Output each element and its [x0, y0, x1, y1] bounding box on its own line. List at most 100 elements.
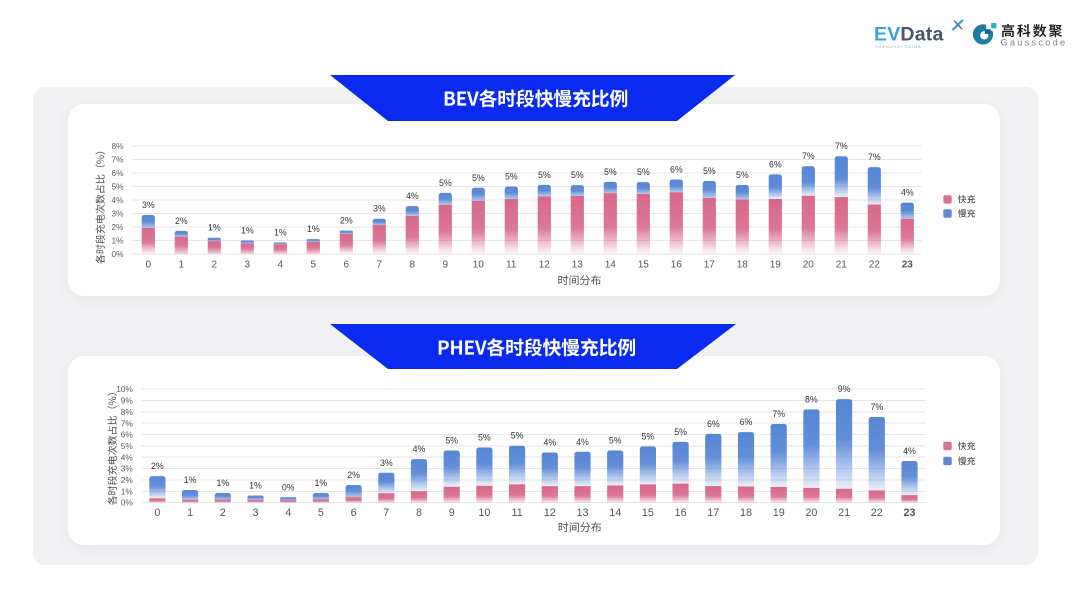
svg-text:10: 10 — [473, 259, 485, 270]
svg-text:SHANGHAI CHINA: SHANGHAI CHINA — [875, 44, 921, 49]
svg-text:20: 20 — [803, 259, 815, 270]
svg-text:1%: 1% — [216, 478, 229, 488]
svg-text:1%: 1% — [121, 486, 134, 496]
svg-text:23: 23 — [902, 259, 914, 270]
svg-text:1%: 1% — [112, 235, 125, 245]
svg-text:6%: 6% — [121, 430, 134, 440]
svg-text:11: 11 — [506, 259, 517, 270]
svg-text:5%: 5% — [609, 436, 622, 446]
svg-text:6%: 6% — [769, 159, 782, 169]
svg-text:7%: 7% — [121, 418, 134, 428]
svg-text:12: 12 — [544, 507, 556, 519]
svg-text:7: 7 — [377, 259, 383, 270]
svg-text:1%: 1% — [208, 223, 221, 233]
svg-text:4: 4 — [278, 259, 284, 270]
svg-text:5%: 5% — [472, 173, 485, 183]
svg-text:9%: 9% — [838, 384, 851, 394]
svg-text:4%: 4% — [576, 437, 589, 447]
svg-text:18: 18 — [740, 507, 752, 519]
svg-text:21: 21 — [838, 507, 850, 519]
svg-text:2%: 2% — [347, 470, 360, 480]
svg-text:3%: 3% — [112, 208, 125, 218]
svg-text:0%: 0% — [121, 498, 134, 508]
svg-text:1%: 1% — [315, 478, 328, 488]
svg-text:14: 14 — [605, 259, 617, 270]
svg-text:5%: 5% — [736, 170, 749, 180]
svg-text:5%: 5% — [674, 427, 687, 437]
svg-text:7%: 7% — [772, 409, 785, 419]
svg-text:7%: 7% — [112, 154, 125, 164]
svg-text:3: 3 — [245, 259, 251, 270]
svg-text:14: 14 — [609, 507, 621, 519]
svg-text:5%: 5% — [511, 431, 524, 441]
svg-text:4: 4 — [285, 507, 291, 519]
svg-text:11: 11 — [511, 507, 522, 519]
svg-text:5%: 5% — [571, 170, 584, 180]
svg-text:10%: 10% — [116, 384, 133, 394]
svg-text:16: 16 — [671, 259, 683, 270]
svg-text:4%: 4% — [121, 452, 134, 462]
svg-text:4%: 4% — [903, 446, 916, 456]
svg-text:10: 10 — [478, 507, 490, 519]
svg-text:19: 19 — [770, 259, 782, 270]
svg-text:4%: 4% — [406, 191, 419, 201]
svg-text:19: 19 — [773, 507, 785, 519]
svg-text:22: 22 — [869, 259, 881, 270]
svg-text:5%: 5% — [637, 167, 650, 177]
svg-text:0%: 0% — [112, 249, 125, 259]
svg-text:8%: 8% — [805, 394, 818, 404]
svg-text:2%: 2% — [121, 475, 134, 485]
svg-text:5%: 5% — [604, 167, 617, 177]
svg-text:7%: 7% — [835, 141, 848, 151]
svg-text:0: 0 — [154, 507, 160, 519]
svg-text:2%: 2% — [112, 222, 125, 232]
svg-text:1%: 1% — [241, 225, 254, 235]
svg-text:2%: 2% — [175, 216, 188, 226]
svg-text:3%: 3% — [380, 458, 393, 468]
svg-text:3%: 3% — [121, 464, 134, 474]
svg-text:EVData: EVData — [874, 24, 944, 46]
svg-text:8%: 8% — [112, 141, 125, 151]
svg-text:13: 13 — [572, 259, 584, 270]
svg-text:5: 5 — [311, 259, 317, 270]
svg-text:8: 8 — [416, 507, 422, 519]
svg-text:4%: 4% — [112, 195, 125, 205]
svg-text:5: 5 — [318, 507, 324, 519]
svg-text:23: 23 — [903, 507, 915, 519]
svg-text:2: 2 — [212, 259, 218, 270]
svg-text:5%: 5% — [112, 181, 125, 191]
svg-text:7%: 7% — [868, 152, 881, 162]
svg-text:6%: 6% — [112, 168, 125, 178]
svg-text:0: 0 — [146, 259, 152, 270]
svg-text:15: 15 — [642, 507, 654, 519]
svg-text:8: 8 — [410, 259, 416, 270]
svg-text:2: 2 — [220, 507, 226, 519]
svg-text:9: 9 — [443, 259, 449, 270]
svg-text:22: 22 — [871, 507, 883, 519]
svg-text:5%: 5% — [703, 166, 716, 176]
svg-text:4%: 4% — [901, 188, 914, 198]
svg-text:5%: 5% — [478, 433, 491, 443]
svg-text:0%: 0% — [282, 482, 295, 492]
svg-text:6: 6 — [344, 259, 350, 270]
svg-text:3%: 3% — [373, 204, 386, 214]
svg-text:6: 6 — [351, 507, 357, 519]
svg-text:17: 17 — [704, 259, 716, 270]
svg-text:1%: 1% — [249, 481, 262, 491]
svg-text:7%: 7% — [802, 151, 815, 161]
svg-text:6%: 6% — [740, 417, 753, 427]
svg-text:6%: 6% — [707, 419, 720, 429]
svg-text:1%: 1% — [307, 224, 320, 234]
svg-text:7%: 7% — [870, 402, 883, 412]
svg-text:9%: 9% — [121, 396, 134, 406]
svg-text:16: 16 — [675, 507, 687, 519]
svg-text:5%: 5% — [439, 178, 452, 188]
svg-text:1: 1 — [179, 259, 185, 270]
svg-text:Gausscode: Gausscode — [1001, 37, 1068, 47]
svg-text:5%: 5% — [642, 431, 655, 441]
svg-text:12: 12 — [539, 259, 551, 270]
svg-text:5%: 5% — [445, 436, 458, 446]
svg-text:13: 13 — [576, 507, 588, 519]
svg-text:2%: 2% — [151, 461, 164, 471]
svg-text:5%: 5% — [121, 441, 134, 451]
